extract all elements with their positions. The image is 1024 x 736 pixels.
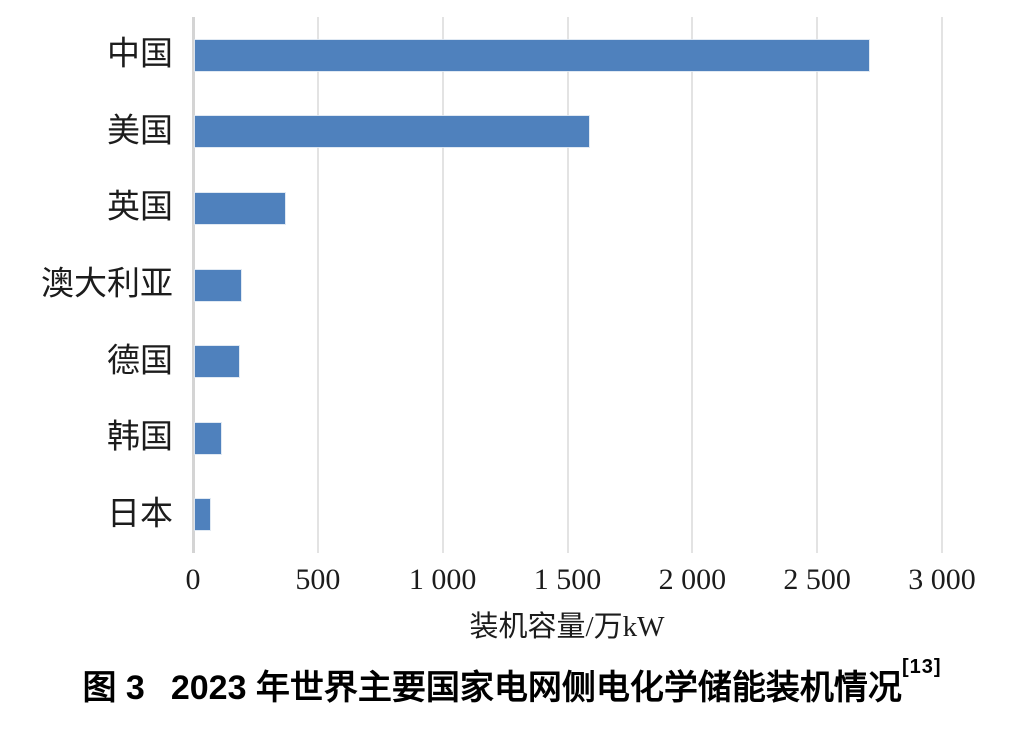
bar	[195, 39, 870, 71]
vertical-gridline	[941, 17, 943, 553]
y-axis-line	[192, 17, 195, 553]
vertical-gridline	[316, 17, 319, 553]
vertical-gridline	[691, 17, 694, 553]
vertical-gridline	[441, 17, 444, 553]
category-label: 中国	[107, 36, 173, 73]
category-label: 澳大利亚	[41, 266, 173, 303]
category-label: 英国	[107, 189, 173, 226]
bar	[195, 422, 222, 454]
x-tick-label: 3 000	[908, 563, 976, 596]
x-tick-label: 2 000	[658, 563, 727, 596]
x-tick-label: 1 500	[533, 563, 602, 596]
bar	[195, 499, 210, 531]
vertical-gridline	[816, 17, 819, 553]
bar	[195, 346, 239, 378]
bar	[195, 116, 590, 148]
category-label: 韩国	[107, 419, 173, 456]
x-tick-label: 1 000	[408, 563, 477, 596]
x-axis-title: 装机容量/万kW	[469, 611, 665, 643]
bar	[195, 269, 242, 301]
bar	[195, 192, 285, 224]
vertical-gridline	[566, 17, 569, 553]
plot-area	[192, 17, 943, 553]
category-label: 日本	[107, 496, 173, 533]
category-label: 德国	[107, 343, 173, 380]
figure-caption: 图 3 2023 年世界主要国家电网侧电化学储能装机情况[13]	[0, 656, 1024, 709]
x-tick-label: 500	[295, 563, 341, 596]
caption-reference: [13]	[901, 655, 942, 678]
x-tick-label: 2 500	[783, 563, 851, 596]
caption-text: 2023 年世界主要国家电网侧电化学储能装机情况	[170, 669, 902, 707]
x-tick-label: 0	[185, 563, 201, 596]
category-label: 美国	[107, 113, 173, 150]
caption-figure-number: 图 3	[82, 669, 145, 707]
